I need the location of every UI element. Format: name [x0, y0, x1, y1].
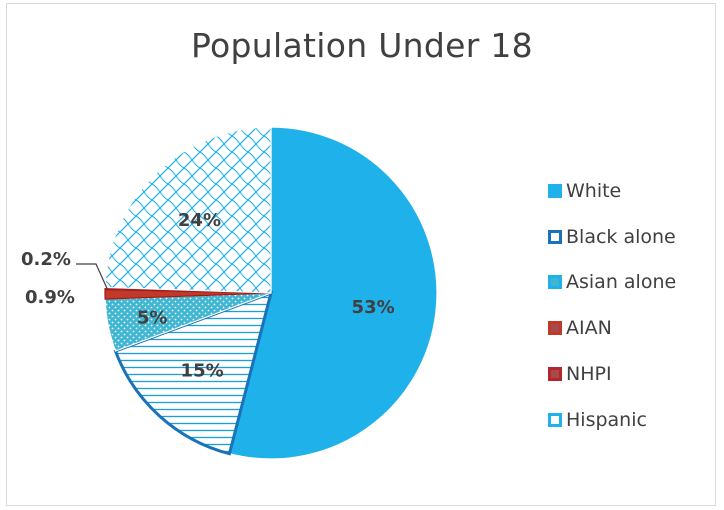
legend-item-white: White	[548, 168, 676, 214]
data-label-asian-alone: 5%	[137, 308, 168, 329]
legend-label: Asian alone	[566, 271, 677, 294]
legend-item-asian-alone: Asian alone	[548, 260, 676, 306]
data-label-black-alone: 15%	[181, 360, 224, 381]
pie-slice-black-alone	[113, 290, 274, 456]
legend-swatch	[548, 412, 562, 427]
legend-label: Hispanic	[566, 408, 647, 431]
legend-item-hispanic: Hispanic	[548, 397, 676, 443]
chart-legend: White Black alone Asian alone AIAN NHPI Hispa…	[548, 168, 676, 443]
data-label-white: 53%	[352, 297, 395, 318]
data-label-aian: 0.9%	[25, 287, 75, 308]
pie-slice-hispanic	[104, 126, 272, 294]
legend-label: Black alone	[566, 225, 676, 248]
pie-slice-white	[228, 126, 438, 460]
legend-item-nhpi: NHPI	[548, 351, 676, 397]
leader-line-nhpi	[76, 263, 108, 289]
legend-swatch	[548, 321, 562, 336]
legend-swatch	[548, 183, 562, 198]
data-label-hispanic: 24%	[178, 210, 221, 231]
legend-item-black-alone: Black alone	[548, 214, 676, 260]
data-label-nhpi: 0.2%	[21, 249, 71, 270]
legend-swatch	[548, 275, 562, 290]
legend-label: White	[566, 179, 622, 202]
legend-swatch	[548, 367, 562, 382]
legend-swatch	[548, 229, 562, 244]
legend-label: AIAN	[566, 317, 612, 340]
legend-item-aian: AIAN	[548, 305, 676, 351]
legend-label: NHPI	[566, 363, 612, 386]
chart-title: Population Under 18	[191, 26, 533, 65]
